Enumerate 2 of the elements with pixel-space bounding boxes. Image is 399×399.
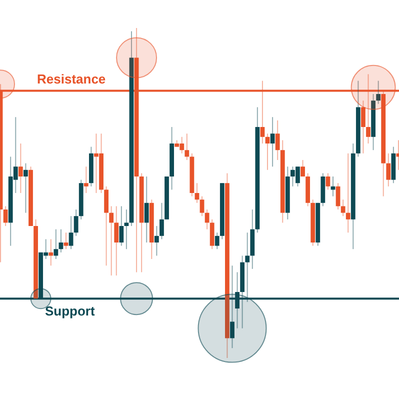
ref-line-label: Support xyxy=(45,304,96,319)
legend-label: Resistance xyxy=(37,72,106,87)
